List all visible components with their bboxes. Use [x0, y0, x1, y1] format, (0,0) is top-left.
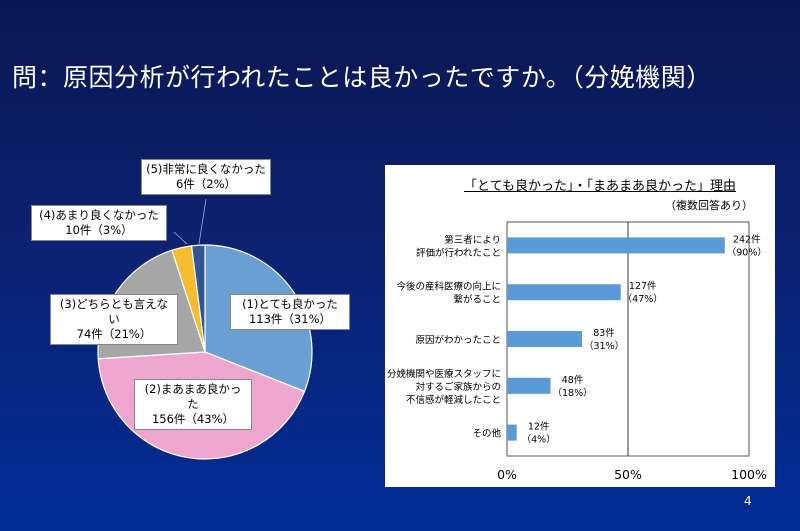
- bar: [507, 424, 517, 441]
- bar-chart-note: （複数回答あり）: [665, 199, 753, 212]
- percent-label: （4%）: [522, 434, 556, 446]
- category-label: 評価が行われたこと: [416, 247, 501, 259]
- pie-value: 156件（43%）: [151, 412, 234, 426]
- category-label: 第三者により: [444, 234, 501, 246]
- category-label: 分娩機関や医療スタッフに: [387, 368, 501, 380]
- count-label: 12件: [528, 421, 550, 433]
- page-title: 問：原因分析が行われたことは良かったですか。（分娩機関）: [12, 63, 712, 92]
- percent-label: （90%）: [727, 246, 767, 258]
- x-tick-label: 100%: [731, 467, 767, 482]
- x-tick-label: 50%: [614, 467, 642, 482]
- category-label: 対するご家族からの: [415, 381, 501, 393]
- pie-chart: [97, 198, 313, 460]
- category-label: 繋がること: [453, 294, 501, 306]
- bar: [507, 284, 621, 301]
- percent-label: （18%）: [552, 387, 592, 399]
- count-label: 48件: [562, 374, 584, 386]
- pie-label-3: (3)どちらとも言えない 74件（21%）: [50, 294, 178, 345]
- category-label: その他: [472, 428, 501, 440]
- pie-label-4: (4)あまり良くなかった 10件（3%）: [31, 205, 167, 241]
- bar: [507, 331, 583, 347]
- category-label: 不信感が軽減したこと: [406, 394, 501, 406]
- bar-chart-panel: 「とても良かった」・「まあまあ良かった」理由 （複数回答あり） 第三者により 評価…: [385, 165, 775, 487]
- pie-label-1: (1)とても良かった 113件（31%）: [230, 294, 350, 330]
- pie-label-2: (2)まあまあ良かった 156件（43%）: [134, 379, 252, 430]
- pie-category: (4)あまり良くなかった: [39, 208, 159, 222]
- leader-line: [173, 231, 188, 245]
- pie-category: (3)どちらとも言えない: [59, 297, 169, 326]
- bar: [507, 377, 551, 394]
- pie-category: (2)まあまあ良かった: [144, 382, 242, 411]
- count-label: 83件: [593, 327, 615, 339]
- count-label: 242件: [733, 233, 761, 245]
- pie-category: (1)とても良かった: [242, 297, 338, 311]
- bar-chart-title: 「とても良かった」・「まあまあ良かった」理由: [464, 179, 736, 194]
- bar: [507, 237, 725, 254]
- pie-value: 6件（2%）: [175, 177, 237, 191]
- count-label: 127件: [629, 280, 657, 292]
- category-label: 原因がわかったこと: [415, 334, 501, 346]
- pie-value: 74件（21%）: [76, 327, 152, 341]
- leader-line: [198, 198, 207, 245]
- percent-label: （31%）: [584, 340, 624, 352]
- pie-slice: [190, 244, 206, 353]
- category-label: 今後の産科医療の向上に: [396, 281, 501, 293]
- pie-label-5: (5)非常に良くなかった 6件（2%）: [141, 159, 271, 195]
- percent-label: （47%）: [623, 293, 663, 305]
- page-number: 4: [744, 494, 752, 508]
- pie-category: (5)非常に良くなかった: [146, 162, 266, 176]
- x-tick-label: 0%: [497, 467, 517, 482]
- pie-value: 113件（31%）: [248, 312, 331, 326]
- pie-value: 10件（3%）: [65, 223, 133, 237]
